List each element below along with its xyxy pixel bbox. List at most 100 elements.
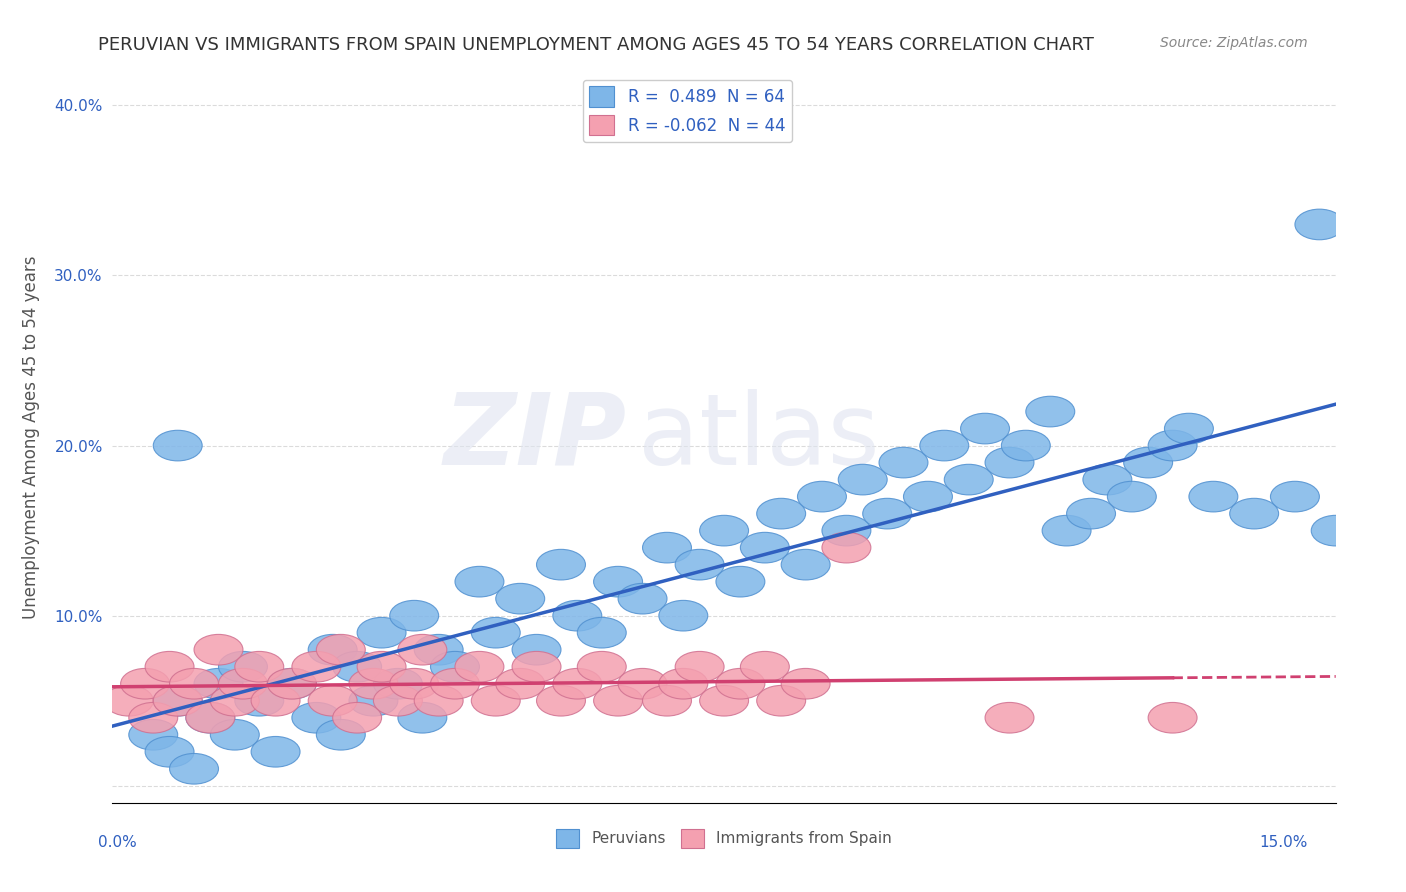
Ellipse shape — [578, 617, 626, 648]
Ellipse shape — [986, 702, 1033, 733]
Ellipse shape — [960, 413, 1010, 444]
Ellipse shape — [211, 685, 259, 716]
Ellipse shape — [1083, 465, 1132, 495]
Ellipse shape — [430, 668, 479, 699]
Ellipse shape — [643, 685, 692, 716]
Ellipse shape — [797, 482, 846, 512]
Ellipse shape — [235, 651, 284, 682]
Ellipse shape — [512, 634, 561, 665]
Ellipse shape — [186, 702, 235, 733]
Ellipse shape — [700, 516, 748, 546]
Ellipse shape — [104, 685, 153, 716]
Ellipse shape — [1001, 430, 1050, 461]
Ellipse shape — [756, 499, 806, 529]
Ellipse shape — [218, 651, 267, 682]
Ellipse shape — [1189, 482, 1237, 512]
Ellipse shape — [374, 668, 422, 699]
Ellipse shape — [357, 617, 406, 648]
Ellipse shape — [267, 668, 316, 699]
Ellipse shape — [316, 634, 366, 665]
Legend: Peruvians, Immigrants from Spain: Peruvians, Immigrants from Spain — [550, 822, 898, 854]
Ellipse shape — [537, 685, 585, 716]
Ellipse shape — [1123, 447, 1173, 478]
Ellipse shape — [1026, 396, 1074, 427]
Ellipse shape — [129, 720, 177, 750]
Ellipse shape — [194, 634, 243, 665]
Ellipse shape — [675, 651, 724, 682]
Ellipse shape — [194, 668, 243, 699]
Ellipse shape — [357, 651, 406, 682]
Ellipse shape — [823, 516, 870, 546]
Ellipse shape — [316, 720, 366, 750]
Ellipse shape — [456, 651, 503, 682]
Ellipse shape — [292, 651, 340, 682]
Ellipse shape — [398, 702, 447, 733]
Ellipse shape — [823, 533, 870, 563]
Ellipse shape — [619, 583, 666, 614]
Ellipse shape — [211, 720, 259, 750]
Ellipse shape — [415, 634, 463, 665]
Ellipse shape — [986, 447, 1033, 478]
Ellipse shape — [1295, 209, 1344, 240]
Ellipse shape — [252, 737, 299, 767]
Ellipse shape — [333, 651, 381, 682]
Ellipse shape — [186, 702, 235, 733]
Ellipse shape — [537, 549, 585, 580]
Ellipse shape — [389, 668, 439, 699]
Ellipse shape — [145, 737, 194, 767]
Ellipse shape — [129, 702, 177, 733]
Ellipse shape — [471, 685, 520, 716]
Ellipse shape — [700, 685, 748, 716]
Ellipse shape — [756, 685, 806, 716]
Ellipse shape — [308, 634, 357, 665]
Ellipse shape — [716, 668, 765, 699]
Ellipse shape — [153, 685, 202, 716]
Ellipse shape — [1067, 499, 1115, 529]
Ellipse shape — [349, 685, 398, 716]
Ellipse shape — [153, 685, 202, 716]
Text: atlas: atlas — [638, 389, 880, 485]
Ellipse shape — [920, 430, 969, 461]
Ellipse shape — [593, 566, 643, 597]
Ellipse shape — [430, 651, 479, 682]
Ellipse shape — [252, 685, 299, 716]
Ellipse shape — [333, 702, 381, 733]
Ellipse shape — [643, 533, 692, 563]
Ellipse shape — [1164, 413, 1213, 444]
Ellipse shape — [471, 617, 520, 648]
Ellipse shape — [121, 668, 170, 699]
Ellipse shape — [659, 668, 707, 699]
Ellipse shape — [553, 668, 602, 699]
Ellipse shape — [863, 499, 911, 529]
Y-axis label: Unemployment Among Ages 45 to 54 years: Unemployment Among Ages 45 to 54 years — [22, 255, 41, 619]
Ellipse shape — [292, 702, 340, 733]
Ellipse shape — [512, 651, 561, 682]
Ellipse shape — [374, 685, 422, 716]
Ellipse shape — [1149, 702, 1197, 733]
Ellipse shape — [308, 685, 357, 716]
Ellipse shape — [349, 668, 398, 699]
Ellipse shape — [904, 482, 952, 512]
Ellipse shape — [145, 651, 194, 682]
Ellipse shape — [675, 549, 724, 580]
Ellipse shape — [553, 600, 602, 631]
Ellipse shape — [496, 583, 544, 614]
Ellipse shape — [496, 668, 544, 699]
Ellipse shape — [782, 549, 830, 580]
Ellipse shape — [170, 754, 218, 784]
Ellipse shape — [235, 685, 284, 716]
Ellipse shape — [1149, 430, 1197, 461]
Ellipse shape — [593, 685, 643, 716]
Ellipse shape — [716, 566, 765, 597]
Ellipse shape — [741, 651, 789, 682]
Ellipse shape — [1108, 482, 1156, 512]
Ellipse shape — [782, 668, 830, 699]
Ellipse shape — [389, 600, 439, 631]
Ellipse shape — [1312, 516, 1360, 546]
Ellipse shape — [456, 566, 503, 597]
Ellipse shape — [415, 685, 463, 716]
Ellipse shape — [619, 668, 666, 699]
Ellipse shape — [838, 465, 887, 495]
Text: ZIP: ZIP — [443, 389, 626, 485]
Ellipse shape — [398, 634, 447, 665]
